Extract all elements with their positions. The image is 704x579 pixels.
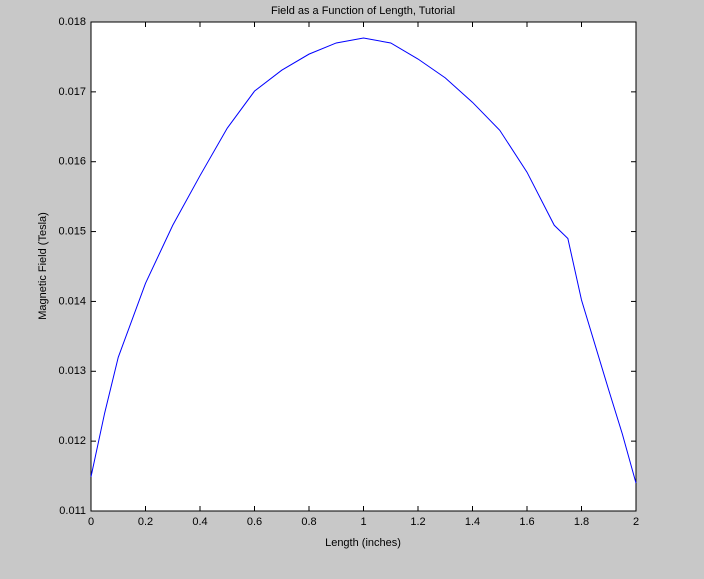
x-tick-label: 1.4 — [465, 516, 480, 528]
y-tick-label: 0.016 — [58, 156, 86, 168]
x-axis-label: Length (inches) — [325, 537, 401, 549]
chart-title: Field as a Function of Length, Tutorial — [271, 5, 455, 17]
y-tick-label: 0.014 — [58, 295, 86, 307]
x-tick-label: 0.6 — [247, 516, 262, 528]
y-tick-label: 0.012 — [58, 435, 86, 447]
x-tick-label: 0.4 — [192, 516, 207, 528]
x-tick-label: 1.8 — [574, 516, 589, 528]
y-axis-label: Magnetic Field (Tesla) — [37, 212, 49, 320]
x-tick-label: 2 — [633, 516, 639, 528]
x-tick-label: 1 — [360, 516, 366, 528]
y-tick-label: 0.015 — [58, 225, 86, 237]
x-tick-label: 0.2 — [138, 516, 153, 528]
x-tick-label: 0 — [88, 516, 94, 528]
data-line — [90, 37, 637, 484]
y-tick-label: 0.011 — [59, 505, 86, 517]
y-tick-label: 0.018 — [58, 16, 86, 28]
x-tick-label: 1.2 — [410, 516, 425, 528]
x-tick-label: 0.8 — [301, 516, 316, 528]
plot-area — [90, 21, 637, 512]
x-tick-label: 1.6 — [519, 516, 534, 528]
y-tick-label: 0.013 — [58, 365, 86, 377]
y-tick-label: 0.017 — [58, 86, 86, 98]
